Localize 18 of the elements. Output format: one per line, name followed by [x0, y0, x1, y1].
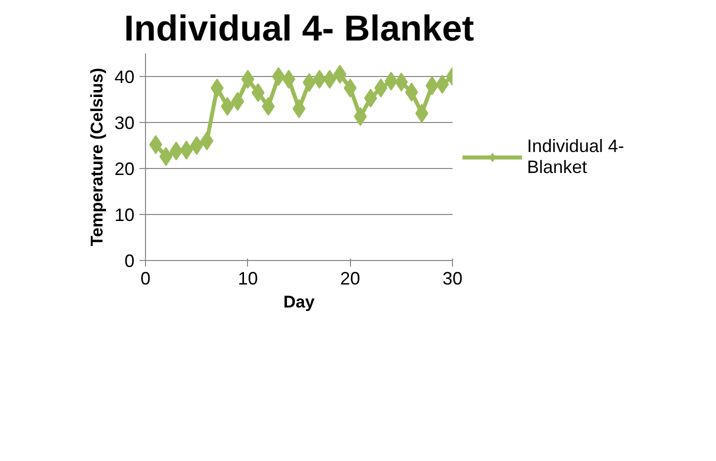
y-axis-title: Temperature (Celsius) [87, 68, 106, 246]
y-tick-label: 10 [114, 205, 135, 225]
y-tick-label: 20 [114, 159, 135, 179]
point [190, 136, 204, 155]
x-tick-label: 20 [340, 268, 360, 288]
point [210, 78, 224, 98]
chart-title: Individual 4- Blanket [124, 8, 474, 48]
x-tick-label: 10 [238, 268, 258, 288]
legend-label: Individual 4- Blanket [527, 136, 626, 178]
x-tick-label: 30 [442, 268, 463, 288]
point [344, 78, 357, 98]
point [374, 78, 388, 98]
x-axis-title: Day [283, 292, 316, 312]
point [272, 67, 286, 86]
x-tick-label: 0 [140, 268, 151, 288]
y-tick-label: 0 [124, 251, 135, 271]
y-tick-label: 30 [114, 113, 135, 133]
y-tick-label: 40 [114, 67, 135, 87]
